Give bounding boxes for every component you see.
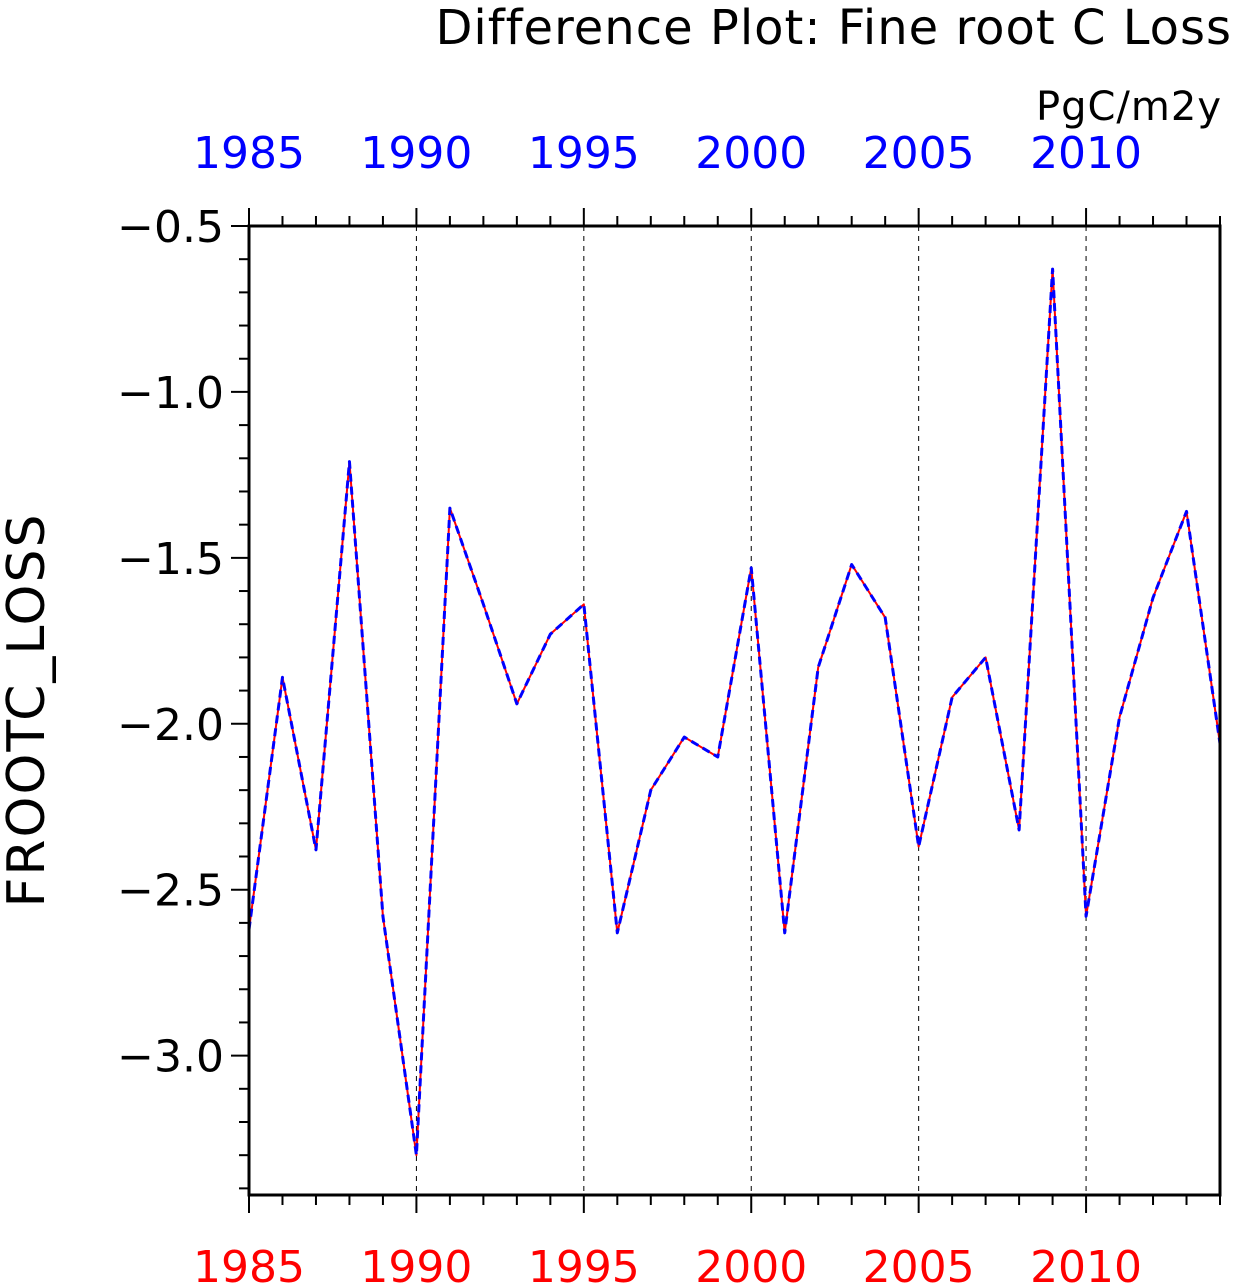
x-tick-label-bottom: 2000: [695, 1242, 807, 1286]
units-label: PgC/m2y: [1036, 84, 1222, 130]
x-tick-label-top: 1995: [528, 128, 640, 179]
x-tick-label-top: 2010: [1030, 128, 1142, 179]
x-tick-label-bottom: 1995: [528, 1242, 640, 1286]
tick-label-layer: −0.5 −1.0 −1.5 −2.0 −2.5 −3.0 1985 1985 1990 1990…: [117, 128, 1142, 1286]
y-tick-label: −0.5: [117, 202, 224, 253]
grid-layer: [415, 226, 1087, 1195]
series-line-2: [247, 267, 1222, 1157]
x-tick-label-bottom: 1990: [360, 1242, 472, 1286]
y-tick-label: −2.0: [117, 700, 224, 751]
x-tick-label-top: 1985: [193, 128, 305, 179]
series-layer: [247, 267, 1222, 1157]
x-tick-label-top: 2005: [863, 128, 975, 179]
x-tick-label-bottom: 2005: [863, 1242, 975, 1286]
x-tick-label-bottom: 1985: [193, 1242, 305, 1286]
x-tick-label-top: 2000: [695, 128, 807, 179]
chart-title: Difference Plot: Fine root C Loss: [435, 0, 1232, 56]
y-tick-label: −3.0: [117, 1032, 224, 1083]
x-tick-label-top: 1990: [360, 128, 472, 179]
y-tick-label: −1.0: [117, 368, 224, 419]
y-axis-label: FROOTC_LOSS: [0, 513, 57, 908]
axes-layer: [231, 208, 1222, 1213]
plot-frame: [247, 224, 1222, 1197]
x-tick-label-bottom: 2010: [1030, 1242, 1142, 1286]
y-tick-label: −1.5: [117, 534, 224, 585]
y-tick-label: −2.5: [117, 866, 224, 917]
